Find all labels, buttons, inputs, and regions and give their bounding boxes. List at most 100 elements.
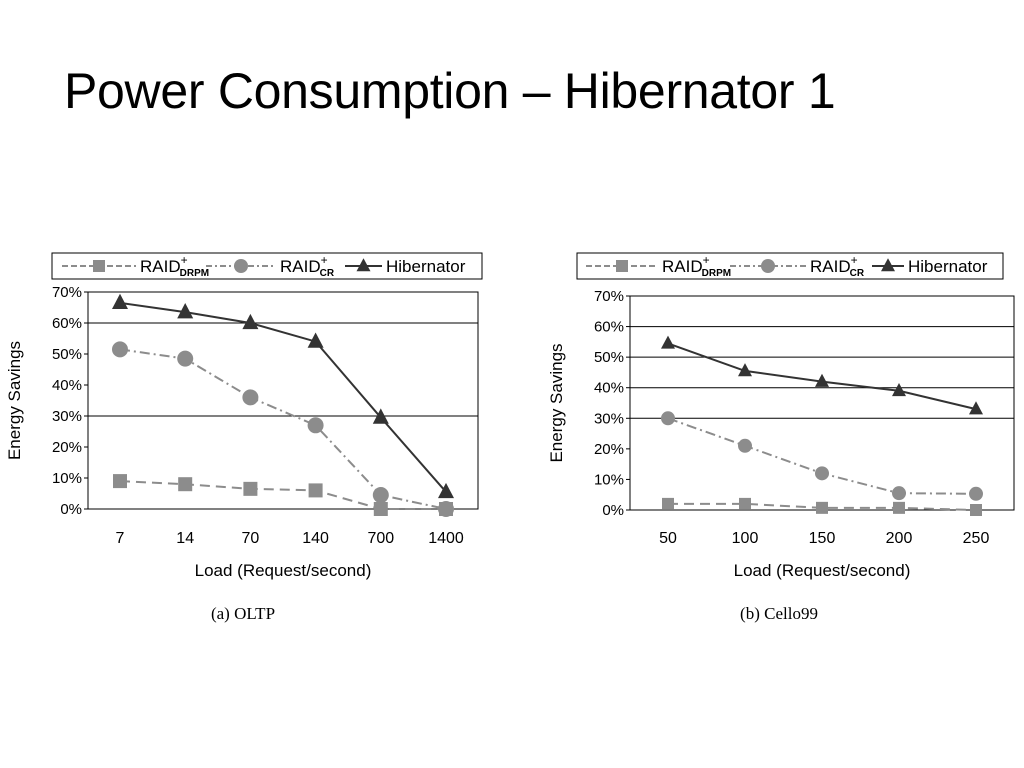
legend-label-sup: + <box>181 253 188 267</box>
series-hibernator <box>661 335 983 415</box>
y-tick-label: 50% <box>52 346 82 363</box>
data-point <box>892 486 906 501</box>
plot-area: 0% 10% 20% 30% 40% 50% 60% 70% 7 14 70 140 700 1400 <box>52 284 479 547</box>
data-point <box>893 501 905 514</box>
y-tick-label: 70% <box>594 288 624 305</box>
series-raid-cr <box>112 341 454 517</box>
legend-label-sup: + <box>703 253 710 267</box>
chart-caption: (a) OLTP <box>211 604 275 623</box>
x-tick-label: 700 <box>367 530 394 547</box>
y-tick-label: 70% <box>52 284 82 301</box>
legend-label-sup: + <box>851 253 858 267</box>
legend-label-name: RAID <box>662 257 703 276</box>
legend-label-sub: DRPM <box>180 268 209 279</box>
legend-label-sub: CR <box>850 268 865 279</box>
data-point <box>177 350 194 367</box>
series-line <box>119 348 447 510</box>
data-point <box>242 389 259 406</box>
series-line <box>119 480 446 510</box>
legend-label-name: RAID <box>280 257 321 276</box>
series-line <box>668 502 977 511</box>
data-point <box>307 417 324 434</box>
x-tick-label: 70 <box>242 530 260 547</box>
data-point <box>242 313 259 330</box>
y-tick-label: 30% <box>52 408 82 425</box>
x-tick-label: 50 <box>659 530 677 547</box>
y-tick-label: 50% <box>594 349 624 366</box>
data-point <box>739 497 751 510</box>
legend-marker-circle <box>761 259 775 273</box>
x-tick-label: 7 <box>116 530 125 547</box>
y-tick-label: 10% <box>594 471 624 488</box>
legend-label: RAID+ DRPM <box>662 253 731 279</box>
legend-label: Hibernator <box>908 257 988 276</box>
data-point <box>112 341 128 358</box>
legend-label: RAID+ CR <box>810 253 865 279</box>
y-axis-label: Energy Savings <box>5 341 24 460</box>
legend-label-name: RAID <box>810 257 851 276</box>
y-tick-label: 10% <box>52 470 82 487</box>
legend-label-sub: CR <box>320 268 335 279</box>
x-axis-label: Load (Request/second) <box>195 561 372 580</box>
data-point <box>177 303 194 319</box>
series-hibernator <box>112 293 454 499</box>
data-point <box>969 401 983 415</box>
x-tick-label: 14 <box>176 530 194 547</box>
legend-marker-triangle <box>356 258 371 272</box>
x-tick-label: 250 <box>963 530 990 547</box>
x-tick-label: 140 <box>302 530 329 547</box>
x-tick-label: 100 <box>732 530 759 547</box>
data-point <box>816 501 828 514</box>
data-point <box>438 482 454 499</box>
legend-label: RAID+ CR <box>280 253 335 279</box>
data-point <box>892 382 906 397</box>
y-tick-label: 20% <box>594 441 624 458</box>
data-point <box>243 481 258 496</box>
data-point <box>970 504 982 516</box>
y-tick-label: 0% <box>60 501 82 518</box>
data-point <box>738 438 752 453</box>
data-point <box>815 373 829 387</box>
y-tick-label: 40% <box>52 377 82 394</box>
plot-area: 0% 10% 20% 30% 40% 50% 60% 70% 50 100 150 200 250 <box>594 288 1015 547</box>
data-point <box>372 487 389 504</box>
data-point <box>438 501 454 517</box>
data-point <box>307 332 324 348</box>
data-point <box>661 335 675 349</box>
legend-box <box>51 252 483 280</box>
data-point <box>969 486 983 501</box>
legend-label: RAID+ DRPM <box>140 253 209 279</box>
data-point <box>372 408 389 424</box>
data-point <box>112 293 128 310</box>
legend-marker-triangle <box>881 258 895 272</box>
data-point <box>373 502 388 516</box>
legend-label-name: Hibernator <box>908 257 988 276</box>
y-tick-label: 20% <box>52 439 82 456</box>
y-tick-label: 30% <box>594 410 624 427</box>
x-axis-label: Load (Request/second) <box>734 561 911 580</box>
y-tick-label: 0% <box>602 502 624 519</box>
data-point <box>662 497 674 510</box>
plot-frame <box>87 291 479 510</box>
legend: RAID+ DRPM RAID+ CR Hibernator <box>576 252 1004 280</box>
data-point <box>113 474 127 489</box>
series-line <box>119 301 447 493</box>
x-tick-label: 200 <box>886 530 913 547</box>
legend-label-name: RAID <box>140 257 181 276</box>
legend-marker-square <box>616 260 628 272</box>
x-tick-label: 150 <box>809 530 836 547</box>
data-point <box>178 477 193 492</box>
data-point <box>308 483 323 498</box>
y-tick-label: 60% <box>594 319 624 336</box>
legend-label-sub: DRPM <box>702 268 731 279</box>
data-point <box>815 466 829 481</box>
y-tick-label: 40% <box>594 380 624 397</box>
slide-title: Power Consumption – Hibernator 1 <box>64 63 836 119</box>
legend-marker-square <box>93 260 105 272</box>
legend: RAID+ DRPM RAID+ CR Hibernator <box>51 252 483 280</box>
data-point <box>661 411 675 426</box>
legend-label-name: Hibernator <box>386 257 466 276</box>
legend-box <box>576 252 1004 280</box>
legend-label-sup: + <box>321 253 328 267</box>
